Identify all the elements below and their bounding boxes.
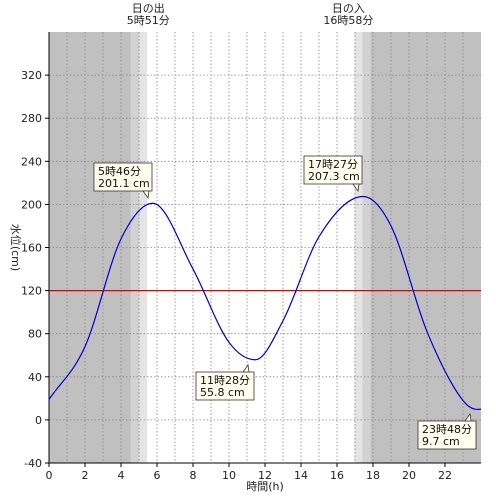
callout-box <box>303 155 363 185</box>
y-tick-label: 0 <box>35 414 42 427</box>
callout-value: 207.3 cm <box>308 170 360 183</box>
tide-curve <box>48 195 482 411</box>
y-tick-label: 160 <box>21 242 42 255</box>
sunset-time: 16時58分 <box>323 14 373 27</box>
twilight-band <box>139 32 148 463</box>
callout-time: 23時48分 <box>422 423 472 436</box>
y-tick-label: 240 <box>21 155 42 168</box>
y-tick-label: 120 <box>21 285 42 298</box>
callout-value: 201.1 cm <box>98 177 150 190</box>
y-tick-label: 280 <box>21 112 42 125</box>
x-tick-label: 16 <box>330 469 344 482</box>
x-tick-label: 22 <box>438 469 452 482</box>
twilight-band <box>362 32 371 463</box>
sunrise-time: 5時51分 <box>127 14 170 27</box>
x-axis-title: 時間(h) <box>246 480 284 493</box>
callout-time: 17時27分 <box>308 158 358 171</box>
y-tick-label: 80 <box>28 328 42 341</box>
callout-pointer <box>242 363 250 373</box>
sunset-title: 日の入 <box>332 2 365 15</box>
callout-value: 55.8 cm <box>200 386 245 399</box>
y-tick-label: -40 <box>24 457 42 470</box>
night-band <box>370 32 481 463</box>
x-tick-label: 8 <box>190 469 197 482</box>
x-tick-label: 20 <box>402 469 416 482</box>
twilight-band <box>130 32 139 463</box>
x-tick-label: 14 <box>294 469 308 482</box>
night-band <box>49 32 131 463</box>
callout-pointer <box>464 412 472 422</box>
y-axis-title: 水位(cm) <box>9 224 23 271</box>
y-tick-label: 200 <box>21 198 42 211</box>
y-tick-label: 320 <box>21 69 42 82</box>
x-tick-label: 12 <box>258 469 272 482</box>
callout-pointer <box>352 183 360 193</box>
x-tick-label: 4 <box>118 469 125 482</box>
callout-value: 9.7 cm <box>422 435 460 448</box>
sunrise-title: 日の出 <box>132 1 165 15</box>
callout-box <box>195 371 255 401</box>
x-tick-label: 6 <box>154 469 161 482</box>
x-tick-label: 0 <box>46 469 53 482</box>
x-tick-label: 18 <box>366 469 380 482</box>
callout-pointer <box>142 190 150 200</box>
x-tick-label: 2 <box>82 469 89 482</box>
y-tick-label: 40 <box>28 371 42 384</box>
callout-time: 5時46分 <box>98 165 141 178</box>
callout-time: 11時28分 <box>200 374 250 387</box>
callout-box <box>93 162 153 192</box>
x-tick-label: 10 <box>222 469 236 482</box>
callout-box <box>417 420 477 450</box>
